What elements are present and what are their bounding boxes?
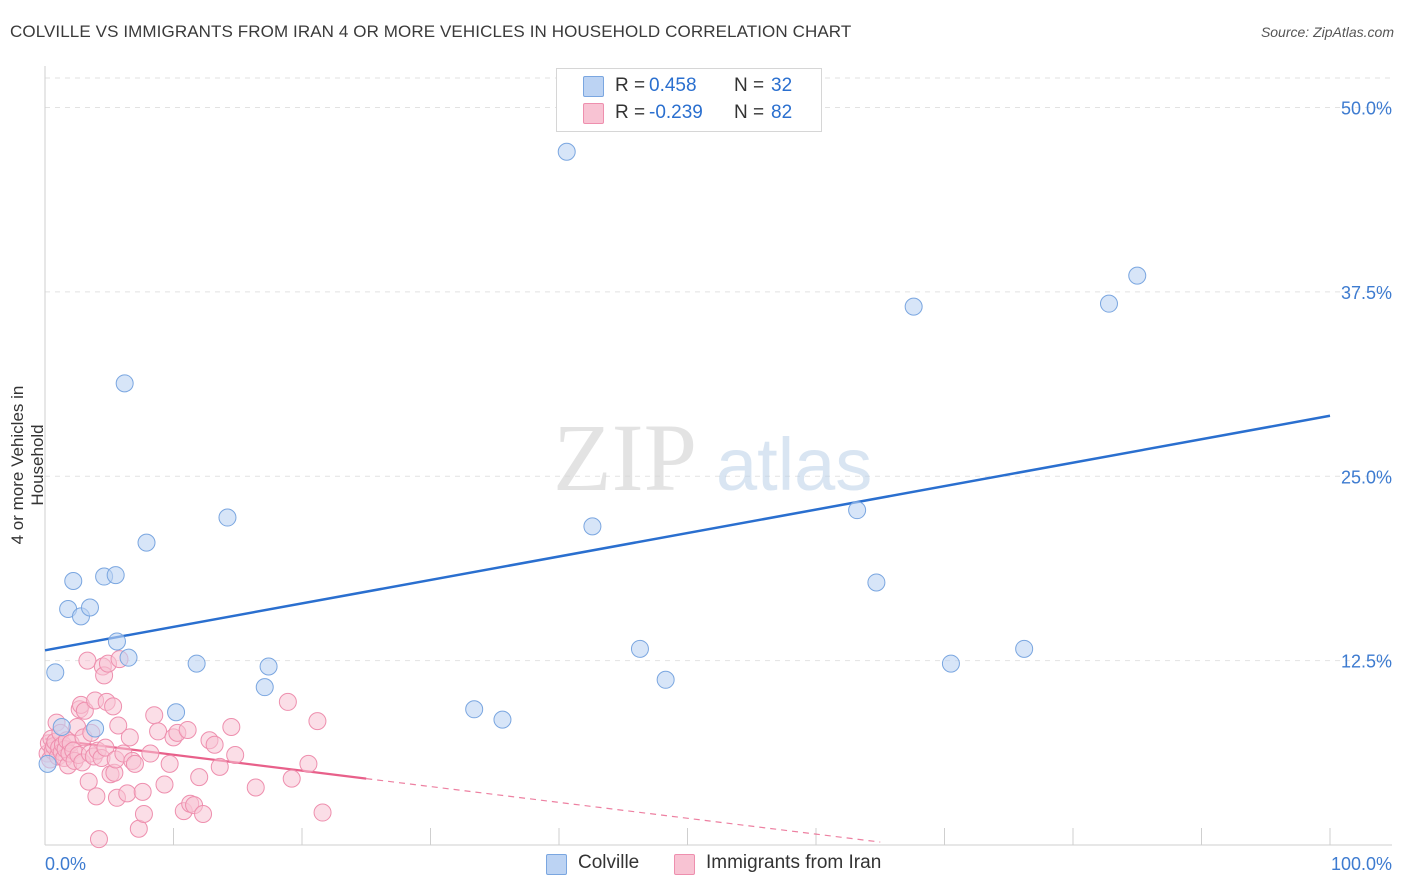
colville-point xyxy=(167,703,186,722)
iran-point xyxy=(145,706,164,725)
iran-point xyxy=(282,769,301,788)
tick-labels: 12.5% 25.0% 37.5% 50.0% 0.0% 100.0% xyxy=(45,99,1392,875)
colville-point xyxy=(46,663,65,682)
colville-point xyxy=(1015,639,1034,658)
colville-point xyxy=(848,501,867,520)
colville-point xyxy=(107,632,126,651)
iran-point xyxy=(125,754,144,773)
colville-point xyxy=(137,533,156,552)
x-tick-label: 100.0% xyxy=(1331,854,1392,874)
axes xyxy=(44,66,1392,846)
colville-point xyxy=(1099,294,1118,313)
iran-point xyxy=(210,757,229,776)
colville-point xyxy=(941,654,960,673)
iran-point xyxy=(222,718,241,736)
colville-point xyxy=(106,566,125,585)
iran-point xyxy=(226,746,245,765)
iran-point xyxy=(313,803,332,822)
iran-point xyxy=(299,754,318,773)
colville-point xyxy=(465,700,484,719)
iran-point xyxy=(79,772,98,791)
iran-point xyxy=(205,735,224,754)
legend-n-label: N = xyxy=(734,102,765,123)
colville-point xyxy=(218,508,237,527)
iran-point xyxy=(149,722,168,741)
iran-trend-extension xyxy=(366,778,881,843)
x-tick-label: 0.0% xyxy=(45,854,86,874)
colville-point xyxy=(255,678,274,697)
colville-point xyxy=(80,598,99,617)
y-tick-label: 25.0% xyxy=(1341,467,1392,487)
colville-point xyxy=(583,517,602,536)
source-label: Source: ZipAtlas.com xyxy=(1260,24,1394,40)
colville-point xyxy=(1128,266,1147,285)
colville-point xyxy=(630,639,649,658)
colville-point xyxy=(115,374,134,393)
series-swatch-iran xyxy=(674,854,695,875)
chart-title: COLVILLE VS IMMIGRANTS FROM IRAN 4 OR MO… xyxy=(10,22,852,41)
iran-point xyxy=(89,830,108,849)
iran-point xyxy=(133,782,152,801)
iran-point xyxy=(160,754,179,773)
iran-point xyxy=(120,728,139,747)
gridlines xyxy=(45,77,1392,662)
legend-n-label: N = xyxy=(734,75,765,96)
legend-r-label: R = xyxy=(615,75,646,96)
colville-point xyxy=(119,648,138,667)
colville-point xyxy=(38,754,57,773)
iran-point xyxy=(96,738,115,757)
legend-n-value: 32 xyxy=(771,75,793,96)
iran-point xyxy=(155,775,174,794)
legend-swatch-colville xyxy=(583,76,604,97)
colville-point xyxy=(904,297,923,316)
colville-point xyxy=(52,718,71,736)
legend-r-value: 0.458 xyxy=(649,75,697,96)
watermark-atlas: atlas xyxy=(716,423,872,506)
colville-point xyxy=(867,573,886,592)
iran-point xyxy=(308,712,327,731)
iran-point xyxy=(246,778,265,797)
y-axis-label: 4 or more Vehicles in Household xyxy=(8,385,47,545)
iran-point xyxy=(78,651,97,670)
iran-point xyxy=(141,744,160,763)
correlation-legend: R = 0.458 N = 32 R = -0.239 N = 82 xyxy=(556,68,822,132)
iran-point xyxy=(118,784,137,803)
colville-point xyxy=(187,654,206,673)
legend-n-value: 82 xyxy=(771,102,793,123)
series-swatch-colville xyxy=(546,854,567,875)
iran-point xyxy=(109,716,128,735)
iran-point xyxy=(87,787,106,806)
iran-point xyxy=(104,697,123,716)
series-label-iran: Immigrants from Iran xyxy=(706,852,882,873)
series-label-colville: Colville xyxy=(578,852,640,873)
y-tick-label: 37.5% xyxy=(1341,283,1392,303)
iran-point xyxy=(278,692,297,711)
legend-r-value: -0.239 xyxy=(649,102,703,123)
colville-point xyxy=(86,719,105,738)
data-points xyxy=(38,142,1147,849)
colville-point xyxy=(557,142,576,161)
iran-point xyxy=(194,805,213,824)
y-tick-label: 50.0% xyxy=(1341,99,1392,119)
iran-point xyxy=(190,768,209,787)
watermark-zip: ZIP xyxy=(553,404,697,511)
y-tick-label: 12.5% xyxy=(1341,652,1392,672)
colville-trend-line xyxy=(44,414,1331,652)
colville-point xyxy=(259,657,278,676)
iran-point xyxy=(134,805,153,824)
colville-point xyxy=(656,670,675,689)
legend-swatch-iran xyxy=(583,103,604,124)
colville-point xyxy=(493,710,512,729)
iran-point xyxy=(178,720,197,739)
colville-point xyxy=(64,571,83,590)
legend-r-label: R = xyxy=(615,102,646,123)
